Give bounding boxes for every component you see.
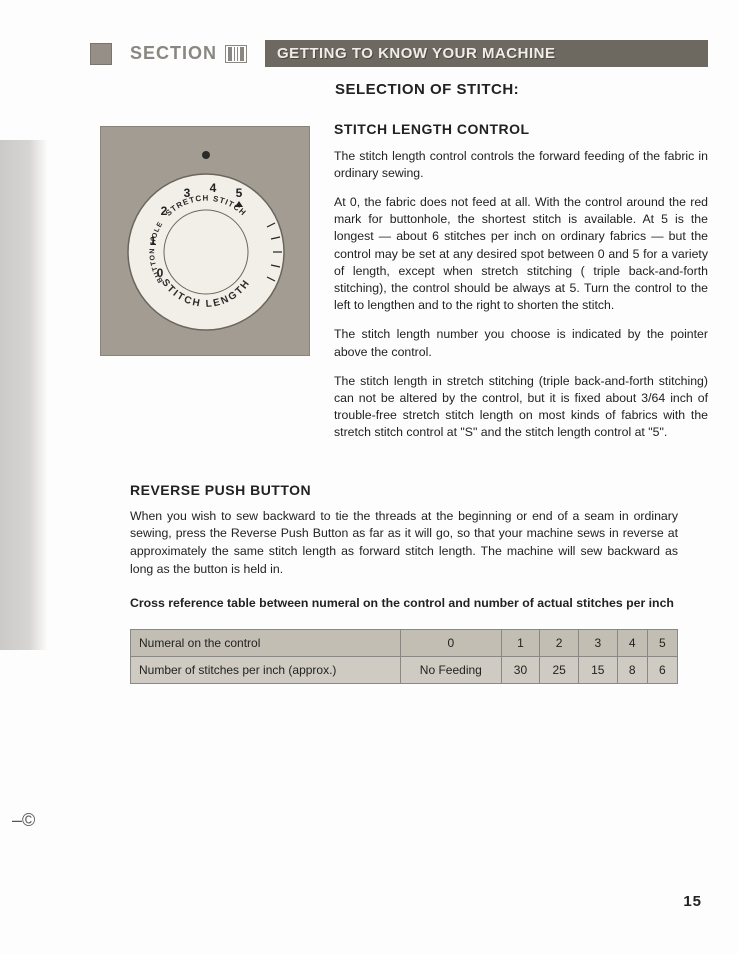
cell: No Feeding — [401, 656, 502, 683]
cell: 4 — [617, 629, 647, 656]
reverse-section: REVERSE PUSH BUTTON When you wish to sew… — [130, 482, 678, 684]
stitch-length-p2: At 0, the fabric does not feed at all. W… — [334, 194, 708, 314]
stitch-dial-figure: STRETCH STITCH STITCH LENGTH BUTTON HOLE… — [100, 126, 310, 356]
cell: 3 — [578, 629, 617, 656]
svg-text:0: 0 — [157, 266, 164, 280]
section-number-icon — [225, 45, 247, 63]
cell: 1 — [501, 629, 540, 656]
cell: 30 — [501, 656, 540, 683]
svg-text:5: 5 — [236, 186, 243, 200]
cell: 8 — [617, 656, 647, 683]
header-banner: GETTING TO KNOW YOUR MACHINE — [265, 40, 708, 67]
header-row: SECTION GETTING TO KNOW YOUR MACHINE — [90, 40, 708, 67]
scan-artifact-left — [0, 140, 48, 650]
stitch-length-p1: The stitch length control controls the f… — [334, 148, 708, 182]
table-caption: Cross reference table between numeral on… — [130, 595, 678, 613]
section-word: SECTION — [130, 43, 217, 64]
section-label: SECTION — [130, 43, 247, 64]
header-square-icon — [90, 43, 112, 65]
row1-label: Numeral on the control — [131, 629, 401, 656]
svg-text:1: 1 — [150, 234, 157, 248]
cell: 15 — [578, 656, 617, 683]
row2-label: Number of stitches per inch (approx.) — [131, 656, 401, 683]
cell: 25 — [540, 656, 579, 683]
stitch-length-heading: STITCH LENGTH CONTROL — [334, 120, 708, 140]
table-row-header: Numeral on the control 0 1 2 3 4 5 — [131, 629, 678, 656]
stitch-length-text: STITCH LENGTH CONTROL The stitch length … — [334, 120, 708, 454]
table-row: Number of stitches per inch (approx.) No… — [131, 656, 678, 683]
cell: 6 — [647, 656, 677, 683]
top-content: STRETCH STITCH STITCH LENGTH BUTTON HOLE… — [100, 120, 708, 454]
margin-mark: –© — [12, 810, 35, 831]
stitch-length-p4: The stitch length in stretch stitching (… — [334, 373, 708, 442]
subheading: SELECTION OF STITCH: — [335, 81, 708, 98]
svg-text:3: 3 — [184, 186, 191, 200]
reverse-heading: REVERSE PUSH BUTTON — [130, 482, 678, 498]
cell: 5 — [647, 629, 677, 656]
cell: 2 — [540, 629, 579, 656]
svg-text:2: 2 — [161, 204, 168, 218]
stitch-length-p3: The stitch length number you choose is i… — [334, 326, 708, 360]
svg-text:4: 4 — [210, 181, 217, 195]
page-number: 15 — [683, 893, 702, 910]
reverse-p1: When you wish to sew backward to tie the… — [130, 508, 678, 579]
stitch-reference-table: Numeral on the control 0 1 2 3 4 5 Numbe… — [130, 629, 678, 684]
cell: 0 — [401, 629, 502, 656]
